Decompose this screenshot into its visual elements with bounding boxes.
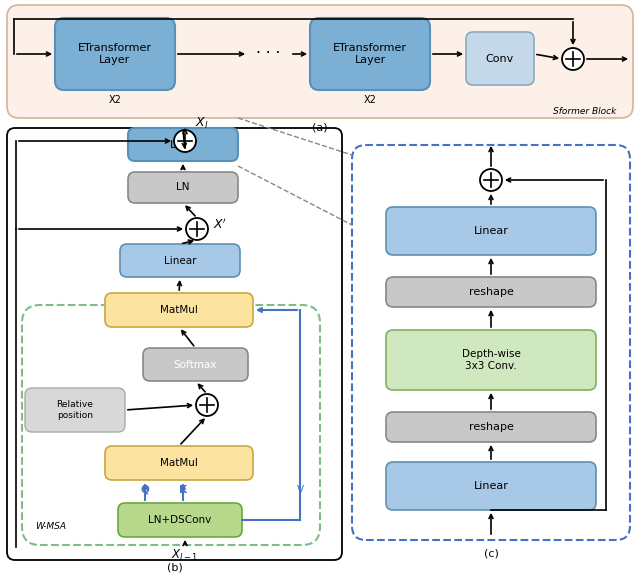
FancyBboxPatch shape (386, 330, 596, 390)
FancyBboxPatch shape (7, 5, 633, 118)
Text: reshape: reshape (468, 422, 513, 432)
Circle shape (196, 394, 218, 416)
Text: W-MSA: W-MSA (35, 522, 66, 531)
Text: Q: Q (141, 485, 149, 495)
Text: · · ·: · · · (256, 47, 280, 62)
Text: $X'$: $X'$ (213, 218, 227, 233)
Text: ETransformer
Layer: ETransformer Layer (333, 43, 407, 65)
Circle shape (174, 130, 196, 152)
Text: (b): (b) (167, 562, 183, 572)
Circle shape (562, 48, 584, 70)
FancyBboxPatch shape (120, 244, 240, 277)
Circle shape (186, 218, 208, 240)
FancyBboxPatch shape (386, 277, 596, 307)
FancyBboxPatch shape (118, 503, 242, 537)
Text: $X_{l-1}$: $X_{l-1}$ (172, 548, 198, 563)
Text: LN+DSConv: LN+DSConv (148, 515, 212, 525)
Text: LN: LN (176, 182, 189, 193)
Text: (a): (a) (312, 122, 328, 132)
FancyBboxPatch shape (386, 207, 596, 255)
FancyBboxPatch shape (386, 412, 596, 442)
FancyBboxPatch shape (55, 18, 175, 90)
Text: (c): (c) (484, 549, 499, 559)
Text: Linear: Linear (474, 481, 508, 491)
Text: MatMul: MatMul (160, 458, 198, 468)
Text: K: K (179, 485, 187, 495)
FancyBboxPatch shape (128, 172, 238, 203)
FancyBboxPatch shape (386, 462, 596, 510)
Text: $X_l$: $X_l$ (195, 115, 209, 130)
FancyBboxPatch shape (143, 348, 248, 381)
Text: Conv: Conv (486, 54, 514, 63)
FancyBboxPatch shape (128, 128, 238, 161)
Text: X2: X2 (364, 95, 376, 105)
FancyBboxPatch shape (310, 18, 430, 90)
FancyBboxPatch shape (25, 388, 125, 432)
Text: LeFF: LeFF (170, 140, 196, 149)
Text: Sformer Block: Sformer Block (552, 107, 616, 117)
Circle shape (480, 169, 502, 191)
Text: Softmax: Softmax (174, 359, 217, 369)
Text: ETransformer
Layer: ETransformer Layer (78, 43, 152, 65)
Text: reshape: reshape (468, 287, 513, 297)
Text: V: V (296, 485, 303, 495)
Text: X2: X2 (109, 95, 122, 105)
FancyBboxPatch shape (466, 32, 534, 85)
Text: Depth-wise
3x3 Conv.: Depth-wise 3x3 Conv. (461, 349, 520, 371)
Text: MatMul: MatMul (160, 305, 198, 315)
FancyBboxPatch shape (105, 293, 253, 327)
Text: Linear: Linear (164, 256, 196, 265)
Text: Linear: Linear (474, 226, 508, 236)
FancyBboxPatch shape (105, 446, 253, 480)
Text: Relative
position: Relative position (56, 400, 93, 419)
